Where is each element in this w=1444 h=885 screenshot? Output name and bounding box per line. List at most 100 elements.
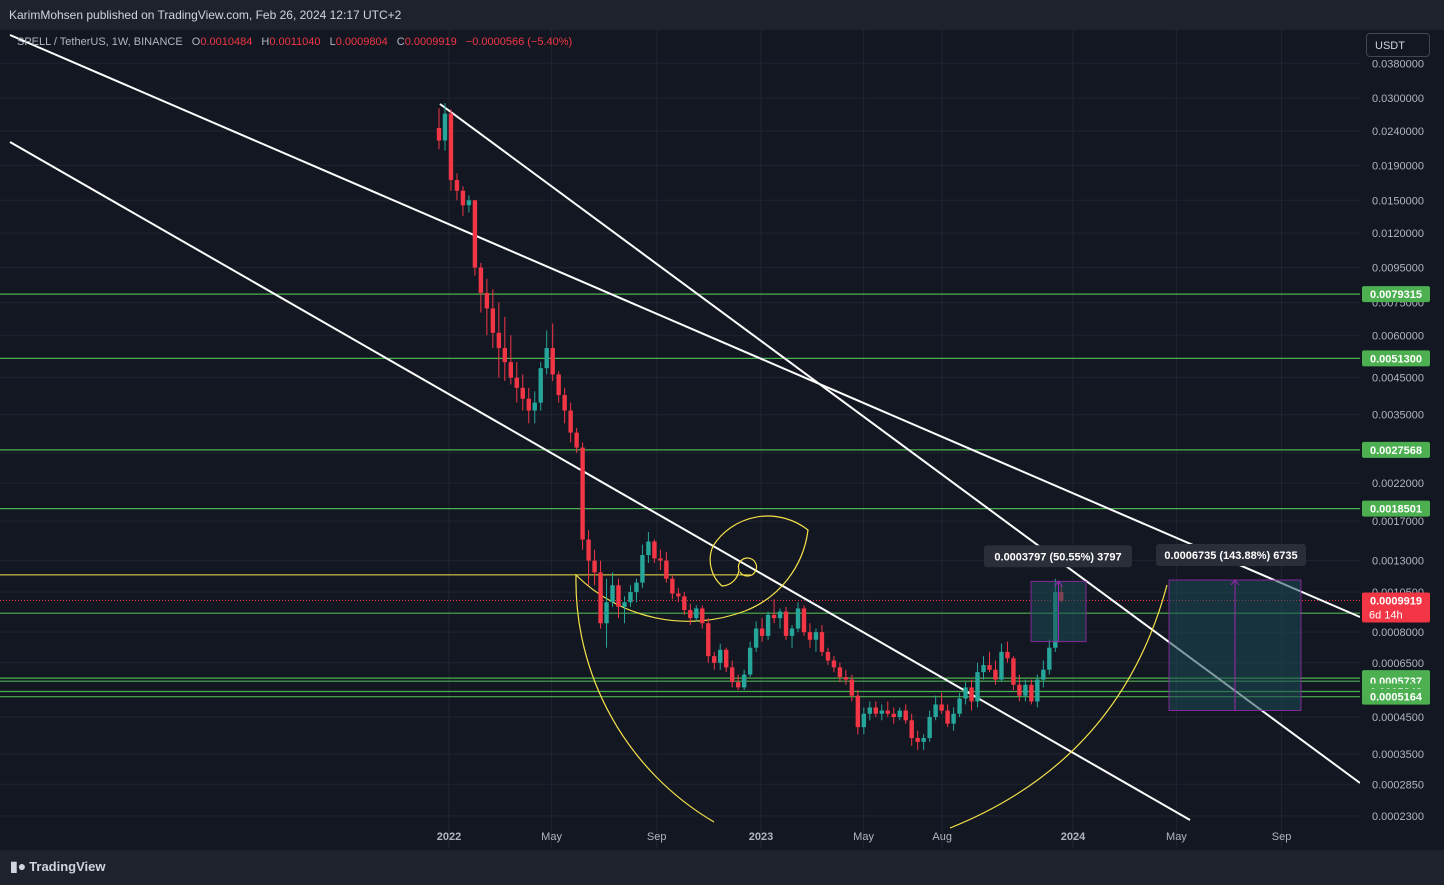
price-range-label-bg — [984, 545, 1132, 568]
price-tick-label: 0.0060000 — [1372, 330, 1424, 342]
price-range-arrowhead — [1230, 579, 1240, 586]
price-tick-label: 0.0300000 — [1372, 93, 1424, 105]
candle-body — [1047, 647, 1052, 670]
price-chart[interactable]: 0.0003797 (50.55%) 3797 0.0006735 (143.88… — [0, 30, 1444, 850]
candle-body — [957, 698, 962, 714]
candle-body — [460, 190, 466, 206]
candle-body — [903, 710, 908, 721]
time-tick-label: May — [853, 831, 874, 843]
candle-body — [502, 348, 508, 363]
candle-body — [825, 651, 831, 661]
candle-body — [741, 674, 747, 688]
candle-body — [592, 560, 597, 573]
price-tick-label: 0.0022000 — [1372, 478, 1424, 490]
horizontal-levels — [0, 293, 1360, 698]
symbol-ohlc-legend[interactable]: SPELL / TetherUS, 1W, BINANCE O0.0010484… — [17, 36, 572, 48]
candle-body — [897, 710, 902, 717]
candle-body — [478, 267, 484, 293]
chart-drawings — [0, 34, 1361, 829]
level-price-badge — [1362, 286, 1430, 303]
candle-body — [819, 632, 825, 652]
candle-body — [658, 558, 663, 561]
candle-body — [718, 649, 723, 663]
channel-trendline — [9, 34, 1361, 618]
candle-body — [855, 695, 861, 728]
candle-body — [999, 651, 1004, 680]
candle-body — [514, 377, 519, 388]
price-tick-label: 0.0004500 — [1372, 712, 1424, 724]
candle-body — [975, 672, 980, 702]
candle-body — [771, 614, 777, 619]
candle-body — [436, 127, 442, 141]
price-tick-label: 0.0150000 — [1372, 195, 1424, 207]
candle-body — [550, 348, 555, 375]
candle-body — [801, 608, 807, 633]
candle-body — [891, 713, 896, 717]
price-range-label: 0.0003797 (50.55%) 3797 — [994, 551, 1121, 563]
candles — [436, 103, 1064, 750]
price-tick-label: 0.0013000 — [1372, 556, 1424, 568]
level-price-label: 0.0079315 — [1370, 289, 1422, 301]
candle-body — [622, 602, 627, 607]
time-tick-label: May — [1166, 831, 1187, 843]
candle-body — [1035, 679, 1040, 702]
brand-label: TradingView — [29, 859, 106, 874]
candle-body — [694, 608, 699, 619]
candle-body — [1023, 684, 1028, 696]
price-tick-label: 0.0120000 — [1372, 228, 1424, 240]
candle-body — [987, 665, 992, 670]
candle-body — [496, 332, 502, 349]
symbol-name[interactable]: SPELL / TetherUS, 1W, BINANCE — [17, 36, 183, 48]
candle-body — [873, 707, 878, 714]
candle-body — [945, 710, 950, 724]
price-tick-label: 0.0380000 — [1372, 58, 1424, 70]
level-price-badge — [1362, 441, 1430, 458]
close-label: C — [396, 36, 405, 48]
time-tick-label: Aug — [932, 831, 952, 843]
price-range-label-bg — [1156, 543, 1306, 566]
level-price-badge — [1362, 688, 1430, 705]
candle-body — [807, 632, 813, 640]
price-tick-label: 0.0003500 — [1372, 749, 1424, 761]
candle-body — [562, 395, 567, 411]
candle-body — [712, 656, 717, 663]
candle-body — [586, 539, 591, 561]
candle-body — [837, 667, 843, 678]
candle-body — [670, 578, 675, 594]
candle-body — [466, 200, 472, 206]
candle-body — [724, 649, 729, 668]
candle-body — [759, 628, 765, 636]
tradingview-brand[interactable]: ▮● TradingView — [10, 858, 106, 875]
chart-grid — [0, 30, 1360, 848]
candle-body — [1005, 651, 1010, 659]
candle-body — [921, 738, 926, 742]
currency-button[interactable]: USDT — [1366, 33, 1430, 57]
time-tick-label: 2023 — [749, 831, 773, 843]
candle-body — [664, 560, 669, 579]
price-tick-label: 0.0045000 — [1372, 373, 1424, 385]
candle-body — [676, 593, 681, 597]
close-value: 0.0009919 — [404, 36, 457, 48]
candle-body — [646, 541, 651, 556]
candle-body — [1029, 684, 1034, 702]
footer-bar — [0, 850, 1444, 885]
last-price-label: 0.0009919 — [1370, 596, 1422, 608]
top-bar: KarimMohsen published on TradingView.com… — [0, 0, 1444, 30]
candle-body — [969, 687, 974, 702]
candle-body — [526, 398, 531, 411]
candle-body — [520, 387, 525, 399]
candle-body — [706, 623, 711, 657]
price-tick-label: 0.0095000 — [1372, 263, 1424, 275]
open-label: O — [191, 36, 201, 48]
level-price-badge — [1362, 500, 1430, 517]
candle-body — [951, 713, 956, 724]
time-tick-label: 2022 — [437, 831, 461, 843]
candle-body — [652, 541, 657, 559]
bar-countdown-label: 6d 14h — [1369, 610, 1403, 622]
open-value: 0.0010484 — [200, 36, 253, 48]
candle-body — [700, 608, 705, 624]
candle-body — [616, 585, 621, 607]
candle-body — [789, 628, 795, 636]
price-axis-bg — [1360, 30, 1444, 850]
candle-body — [909, 720, 914, 739]
